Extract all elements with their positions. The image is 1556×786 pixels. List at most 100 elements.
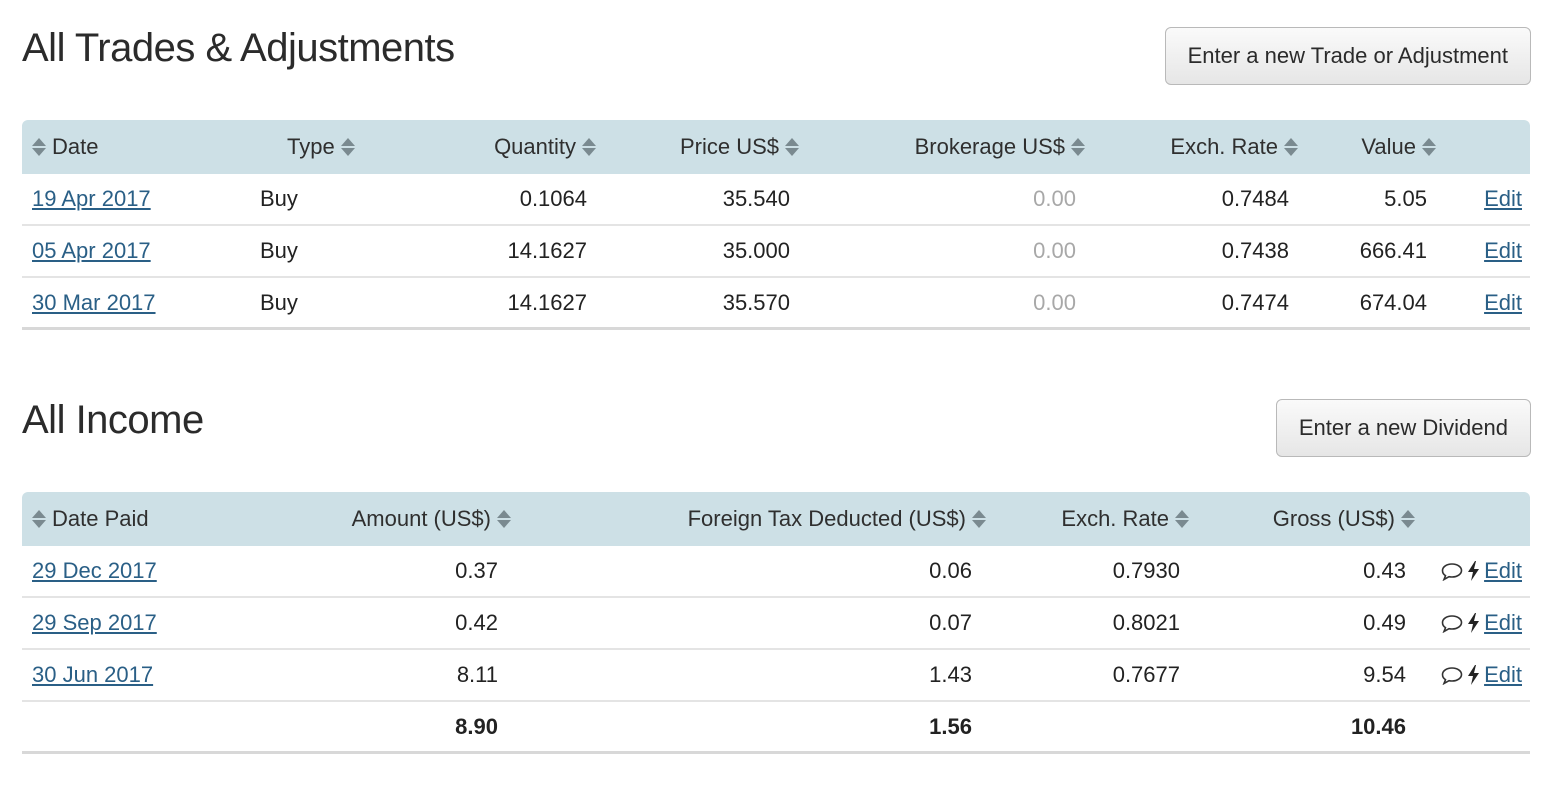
col-exch-rate-label: Exch. Rate [1061, 506, 1169, 531]
totals-row: 8.90 1.56 10.46 [22, 702, 1530, 754]
sort-icon [582, 137, 596, 157]
trade-value: 666.41 [1359, 238, 1427, 263]
trades-title: All Trades & Adjustments [22, 26, 455, 70]
col-type-label: Type [287, 134, 335, 159]
trade-quantity: 14.1627 [507, 238, 587, 263]
edit-link[interactable]: Edit [1484, 289, 1522, 315]
col-foreign-tax-label: Foreign Tax Deducted (US$) [687, 506, 966, 531]
trade-quantity: 14.1627 [507, 289, 587, 315]
col-date-paid-label: Date Paid [52, 506, 149, 531]
new-trade-button[interactable]: Enter a new Trade or Adjustment [1164, 27, 1531, 85]
income-exch-rate: 0.8021 [1112, 610, 1180, 635]
col-foreign-tax[interactable]: Foreign Tax Deducted (US$) [517, 492, 992, 546]
col-quantity[interactable]: Quantity [422, 120, 602, 174]
income-gross: 0.49 [1363, 610, 1406, 635]
trades-table: Date Type Quantity Price US$ Brokerage U… [22, 120, 1530, 330]
comment-icon[interactable] [1440, 613, 1464, 633]
trade-price: 35.000 [722, 238, 790, 263]
trade-date-link[interactable]: 05 Apr 2017 [32, 238, 151, 263]
income-amount: 0.42 [455, 610, 498, 635]
trade-brokerage: 0.00 [1033, 289, 1076, 315]
table-row: 30 Mar 2017 Buy 14.1627 35.570 0.00 0.74… [22, 278, 1530, 330]
col-amount-label: Amount (US$) [351, 506, 491, 531]
sort-icon [32, 509, 46, 529]
trade-type: Buy [260, 289, 298, 315]
col-date-paid[interactable]: Date Paid [26, 492, 149, 546]
col-value-label: Value [1361, 134, 1416, 159]
sort-icon [1071, 137, 1085, 157]
col-price-label: Price US$ [679, 134, 779, 159]
col-brokerage[interactable]: Brokerage US$ [805, 120, 1091, 174]
table-row: 30 Jun 2017 8.11 1.43 0.7677 9.54 Edit [22, 650, 1530, 702]
income-foreign-tax: 1.43 [929, 662, 972, 687]
income-amount: 8.11 [456, 662, 498, 687]
income-foreign-tax: 0.07 [929, 610, 972, 635]
comment-icon[interactable] [1440, 561, 1464, 581]
edit-link[interactable]: Edit [1484, 238, 1522, 263]
income-gross: 9.54 [1363, 662, 1406, 687]
col-price[interactable]: Price US$ [602, 120, 805, 174]
trade-type: Buy [260, 238, 298, 263]
lightning-icon[interactable] [1466, 560, 1480, 582]
trade-quantity: 0.1064 [519, 186, 587, 211]
sort-icon [497, 509, 511, 529]
income-date-link[interactable]: 29 Sep 2017 [32, 610, 157, 635]
sort-icon [340, 137, 355, 157]
trade-exch-rate: 0.7438 [1221, 238, 1289, 263]
trade-type: Buy [260, 186, 298, 211]
col-exch-rate[interactable]: Exch. Rate [992, 492, 1195, 546]
table-row: 29 Dec 2017 0.37 0.06 0.7930 0.43 Edit [22, 546, 1530, 598]
sort-icon [32, 137, 46, 157]
col-value[interactable]: Value [1304, 120, 1442, 174]
income-title: All Income [22, 398, 204, 442]
col-amount[interactable]: Amount (US$) [272, 492, 517, 546]
income-foreign-tax: 0.06 [929, 558, 972, 583]
trade-brokerage: 0.00 [1033, 238, 1076, 263]
sort-icon [972, 509, 986, 529]
table-row: 29 Sep 2017 0.42 0.07 0.8021 0.49 Edit [22, 598, 1530, 650]
income-amount: 0.37 [455, 558, 498, 583]
comment-icon[interactable] [1440, 665, 1464, 685]
edit-link[interactable]: Edit [1484, 558, 1522, 583]
edit-link[interactable]: Edit [1484, 610, 1522, 635]
income-date-link[interactable]: 30 Jun 2017 [32, 662, 154, 687]
trade-price: 35.540 [722, 186, 790, 211]
income-date-link[interactable]: 29 Dec 2017 [32, 558, 157, 583]
col-gross[interactable]: Gross (US$) [1195, 492, 1421, 546]
trade-price: 35.570 [722, 289, 790, 315]
col-brokerage-label: Brokerage US$ [914, 134, 1065, 159]
col-exch-rate-label: Exch. Rate [1170, 134, 1278, 159]
trade-date-link[interactable]: 30 Mar 2017 [32, 289, 156, 315]
income-exch-rate: 0.7930 [1112, 558, 1180, 583]
col-type[interactable]: Type [287, 120, 361, 174]
sort-icon [1284, 137, 1298, 157]
table-row: 19 Apr 2017 Buy 0.1064 35.540 0.00 0.748… [22, 174, 1530, 226]
trade-exch-rate: 0.7484 [1221, 186, 1289, 211]
col-exch-rate[interactable]: Exch. Rate [1091, 120, 1304, 174]
trades-header-row: Date Type Quantity Price US$ Brokerage U… [22, 120, 1530, 174]
trade-date-link[interactable]: 19 Apr 2017 [32, 186, 151, 211]
col-date-label: Date [52, 134, 99, 159]
trade-exch-rate: 0.7474 [1221, 289, 1289, 315]
col-date[interactable]: Date [26, 120, 98, 174]
col-quantity-label: Quantity [494, 134, 576, 159]
table-row: 05 Apr 2017 Buy 14.1627 35.000 0.00 0.74… [22, 226, 1530, 278]
lightning-icon[interactable] [1466, 612, 1480, 634]
income-gross: 0.43 [1363, 558, 1406, 583]
sort-icon [1175, 509, 1189, 529]
trade-value: 5.05 [1384, 186, 1427, 211]
income-table: Date Paid Amount (US$) Foreign Tax Deduc… [22, 492, 1530, 754]
new-dividend-button[interactable]: Enter a new Dividend [1275, 399, 1531, 457]
sort-icon [1401, 509, 1415, 529]
income-exch-rate: 0.7677 [1112, 662, 1180, 687]
sort-icon [1422, 137, 1436, 157]
total-amount: 8.90 [455, 713, 498, 739]
trade-brokerage: 0.00 [1033, 186, 1076, 211]
sort-icon [785, 137, 799, 157]
total-gross: 10.46 [1350, 713, 1406, 739]
trade-value: 674.04 [1359, 289, 1427, 315]
edit-link[interactable]: Edit [1484, 662, 1522, 687]
lightning-icon[interactable] [1466, 664, 1480, 686]
col-gross-label: Gross (US$) [1272, 506, 1395, 531]
edit-link[interactable]: Edit [1484, 186, 1522, 211]
